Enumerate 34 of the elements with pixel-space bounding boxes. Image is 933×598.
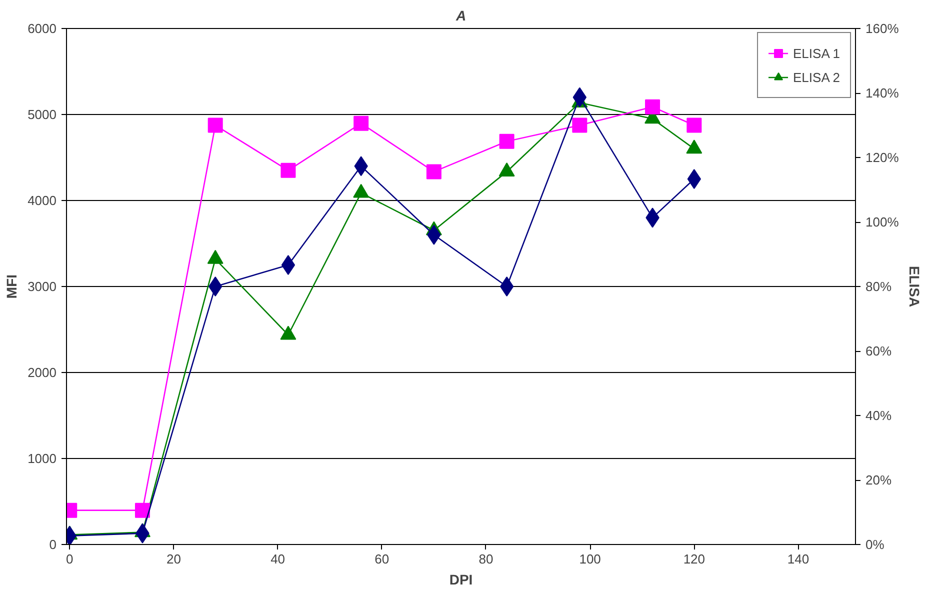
x-tick-label: 20	[166, 552, 181, 566]
x-tick-label: 80	[478, 552, 494, 566]
x-tick-label: 100	[579, 552, 601, 566]
y-tick-label: 3000	[28, 279, 56, 294]
point	[208, 276, 222, 296]
y2-tick-label: 0%	[866, 537, 885, 552]
x-tick-label: 120	[683, 552, 706, 566]
y-tick-label: 6000	[28, 21, 56, 36]
y2-tick-label: 80%	[866, 279, 892, 294]
x-tick-label: 0	[66, 552, 74, 566]
y-tick-label: 0	[49, 537, 57, 552]
legend-label: ELISA 2	[793, 70, 840, 84]
y2-tick-label: 160%	[866, 21, 900, 36]
y-tick-label: 1000	[28, 451, 56, 466]
point	[281, 255, 296, 275]
x-tick-label: 140	[787, 552, 810, 566]
y2-tick-label: 120%	[866, 150, 900, 165]
y-axis-title: MFI	[4, 274, 20, 299]
x-tick-label: 60	[374, 552, 390, 566]
y2-tick-label: 140%	[866, 86, 900, 100]
y2-tick-label: 20%	[866, 472, 892, 488]
legend-label: ELISA 1	[793, 46, 840, 60]
x-axis-title: DPI	[449, 572, 473, 588]
y2-tick-label: 40%	[866, 408, 892, 423]
point	[500, 276, 514, 296]
y-tick-label: 5000	[28, 107, 56, 122]
x-tick-label: 40	[270, 552, 286, 566]
y-tick-label: 2000	[28, 365, 56, 380]
y2-tick-label: 100%	[866, 214, 900, 230]
y-tick-label: 4000	[28, 193, 56, 208]
chart-title: A	[454, 8, 466, 24]
y2-tick-label: 60%	[866, 344, 892, 358]
y2-axis-title: ELISA	[906, 266, 923, 308]
point	[687, 169, 701, 189]
